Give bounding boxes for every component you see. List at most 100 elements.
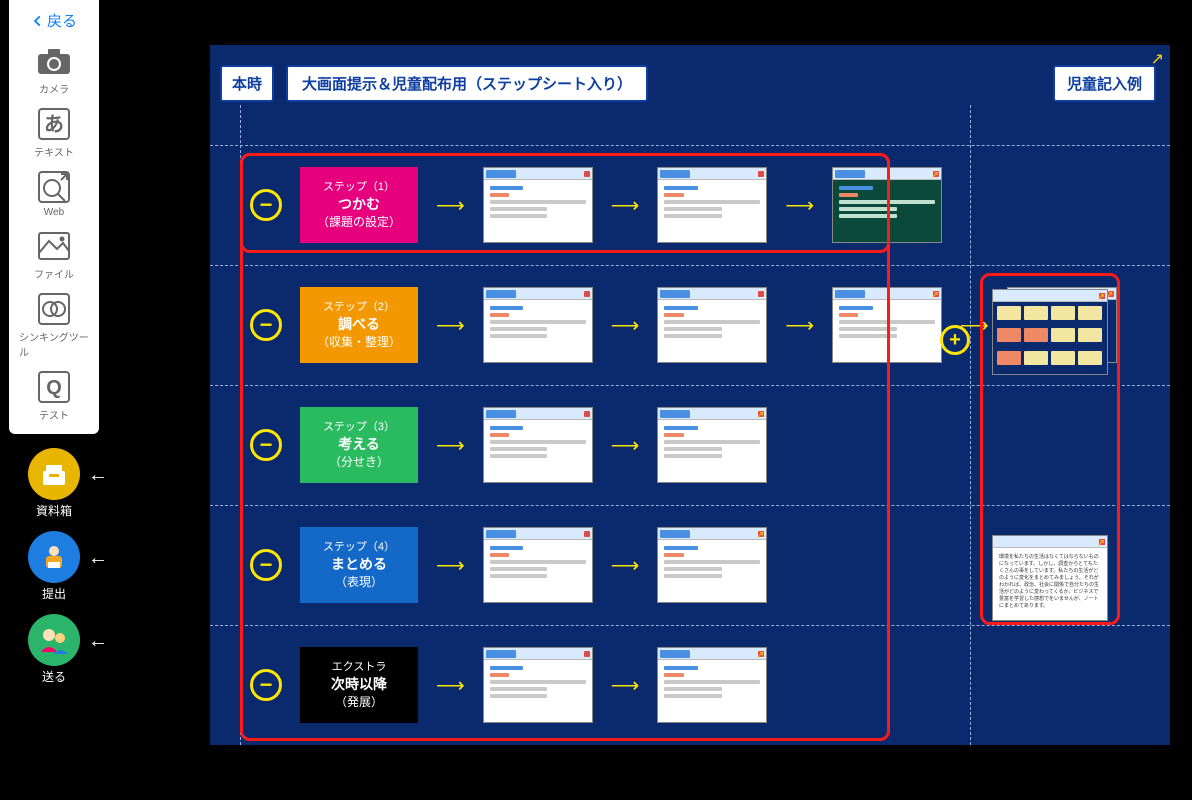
tool-text[interactable]: あ テキスト xyxy=(19,102,89,163)
action-send-label: 送る xyxy=(42,668,66,685)
step-row-3: −ステップ（3）考える（分せき） ⟶ ⟶ ↗ xyxy=(250,395,767,495)
tool-text-label: テキスト xyxy=(34,144,74,159)
dash-horizontal xyxy=(210,625,1170,626)
expand-icon: ↗ xyxy=(1097,538,1105,549)
text-icon: あ xyxy=(33,106,75,142)
sidebar: 戻る カメラ あ テキスト Web ファイル xyxy=(0,0,108,800)
back-label: 戻る xyxy=(47,10,77,31)
arrow-right-icon: ⟶ xyxy=(436,433,465,458)
slide-thumb[interactable] xyxy=(483,287,593,363)
arrow-right-icon: ⟶ xyxy=(611,553,640,578)
step-box[interactable]: ステップ（3）考える（分せき） xyxy=(300,407,418,483)
arrow-right-icon: ⟶ xyxy=(436,193,465,218)
dash-horizontal xyxy=(210,265,1170,266)
dash-vertical xyxy=(970,105,971,745)
arrow-right-icon: ⟶ xyxy=(785,193,814,218)
step-row-2: −ステップ（2）調べる（収集・整理）⟶⟶⟶↗⟶↗ xyxy=(250,275,1117,375)
example-thumb-2[interactable]: 環境を私たちの生活はなくてはならないものになっています。しかし、調査からとてもた… xyxy=(992,535,1108,621)
board: ↗ 本時 大画面提示＆児童配布用（ステップシート入り） 児童記入例 −ステップ（… xyxy=(210,45,1170,745)
example-thumb-1[interactable]: ↗ xyxy=(992,289,1108,375)
slide-thumb[interactable] xyxy=(483,647,593,723)
arrow-right-icon: ⟶ xyxy=(611,673,640,698)
arrow-right-icon: ⟶ xyxy=(436,313,465,338)
svg-text:Q: Q xyxy=(46,377,62,399)
expand-icon: ↗ xyxy=(756,530,764,541)
web-icon xyxy=(33,169,75,205)
chevron-left-icon xyxy=(31,14,45,28)
tool-camera[interactable]: カメラ xyxy=(19,39,89,100)
header-row: 本時 大画面提示＆児童配布用（ステップシート入り） xyxy=(220,65,648,102)
tool-camera-label: カメラ xyxy=(39,81,69,96)
collapse-toggle[interactable]: − xyxy=(250,669,282,701)
step-row-4: −ステップ（4）まとめる（表現） ⟶ ⟶ ↗ xyxy=(250,515,767,615)
svg-text:あ: あ xyxy=(44,113,64,136)
arrow-right-icon: ⟶ xyxy=(611,433,640,458)
arrow-left-icon: ← xyxy=(88,547,108,570)
arrow-right-icon: ⟶ xyxy=(436,553,465,578)
action-submit[interactable]: ← 提出 xyxy=(28,531,80,602)
slide-thumb[interactable] xyxy=(483,407,593,483)
file-icon xyxy=(33,228,75,264)
camera-icon xyxy=(33,43,75,79)
step-row-1: −ステップ（1）つかむ（課題の設定） ⟶ ⟶ ⟶ ↗ xyxy=(250,155,942,255)
arrow-right-icon: ⟶ xyxy=(436,673,465,698)
action-materials-label: 資料箱 xyxy=(36,502,72,519)
slide-thumb[interactable] xyxy=(483,527,593,603)
action-send[interactable]: ← 送る xyxy=(28,614,80,685)
tool-web-label: Web xyxy=(44,207,64,218)
slide-thumb[interactable] xyxy=(483,167,593,243)
step-row-5: −エクストラ次時以降（発展） ⟶ ⟶ ↗ xyxy=(250,635,767,735)
slide-thumb[interactable]: ↗ xyxy=(832,287,942,363)
send-icon xyxy=(28,614,80,666)
add-example-button[interactable]: + xyxy=(940,325,970,355)
example-thumb-2-text: 環境を私たちの生活はなくてはならないものになっています。しかし、調査からとてもた… xyxy=(993,548,1107,620)
tool-test-label: テスト xyxy=(39,407,69,422)
header-chip-long[interactable]: 大画面提示＆児童配布用（ステップシート入り） xyxy=(286,65,648,102)
arrow-right-icon: ⟶ xyxy=(785,313,814,338)
expand-icon: ↗ xyxy=(756,650,764,661)
step-box[interactable]: ステップ（4）まとめる（表現） xyxy=(300,527,418,603)
submit-icon xyxy=(28,531,80,583)
sidebar-actions: ← 資料箱 ← 提出 ← 送る xyxy=(28,448,80,685)
slide-thumb[interactable] xyxy=(657,167,767,243)
tool-test[interactable]: Q テスト xyxy=(19,365,89,426)
collapse-toggle[interactable]: − xyxy=(250,309,282,341)
arrow-left-icon: ← xyxy=(88,630,108,653)
collapse-toggle[interactable]: − xyxy=(250,549,282,581)
tool-file-label: ファイル xyxy=(34,266,74,281)
step-box[interactable]: エクストラ次時以降（発展） xyxy=(300,647,418,723)
dash-horizontal xyxy=(210,145,1170,146)
arrow-right-icon: ⟶ xyxy=(611,193,640,218)
step-box[interactable]: ステップ（2）調べる（収集・整理） xyxy=(300,287,418,363)
tool-thinking[interactable]: シンキングツール xyxy=(19,287,89,363)
slide-thumb[interactable]: ↗ xyxy=(832,167,942,243)
collapse-toggle[interactable]: − xyxy=(250,189,282,221)
slide-thumb[interactable]: ↗ xyxy=(657,527,767,603)
arrow-left-icon: ← xyxy=(88,464,108,487)
tool-file[interactable]: ファイル xyxy=(19,224,89,285)
tool-thinking-label: シンキングツール xyxy=(19,329,89,359)
back-button[interactable]: 戻る xyxy=(31,6,77,37)
expand-icon: ↗ xyxy=(1097,292,1105,303)
expand-icon: ↗ xyxy=(756,410,764,421)
expand-icon: ↗ xyxy=(931,290,939,301)
arrow-right-icon: ⟶ xyxy=(611,313,640,338)
tool-web[interactable]: Web xyxy=(19,165,89,222)
slide-thumb[interactable]: ↗ xyxy=(657,647,767,723)
sidebar-tools: 戻る カメラ あ テキスト Web ファイル xyxy=(9,0,99,434)
header-chip-right[interactable]: 児童記入例 xyxy=(1053,65,1156,102)
test-icon: Q xyxy=(33,369,75,405)
action-materials[interactable]: ← 資料箱 xyxy=(28,448,80,519)
slide-thumb[interactable]: ↗ xyxy=(657,407,767,483)
dash-horizontal xyxy=(210,385,1170,386)
dash-vertical xyxy=(240,105,241,745)
action-submit-label: 提出 xyxy=(42,585,66,602)
step-box[interactable]: ステップ（1）つかむ（課題の設定） xyxy=(300,167,418,243)
dash-horizontal xyxy=(210,505,1170,506)
thinking-icon xyxy=(33,291,75,327)
materials-icon xyxy=(28,448,80,500)
slide-thumb[interactable] xyxy=(657,287,767,363)
expand-icon: ↗ xyxy=(931,170,939,181)
collapse-toggle[interactable]: − xyxy=(250,429,282,461)
header-chip-left[interactable]: 本時 xyxy=(220,65,274,102)
